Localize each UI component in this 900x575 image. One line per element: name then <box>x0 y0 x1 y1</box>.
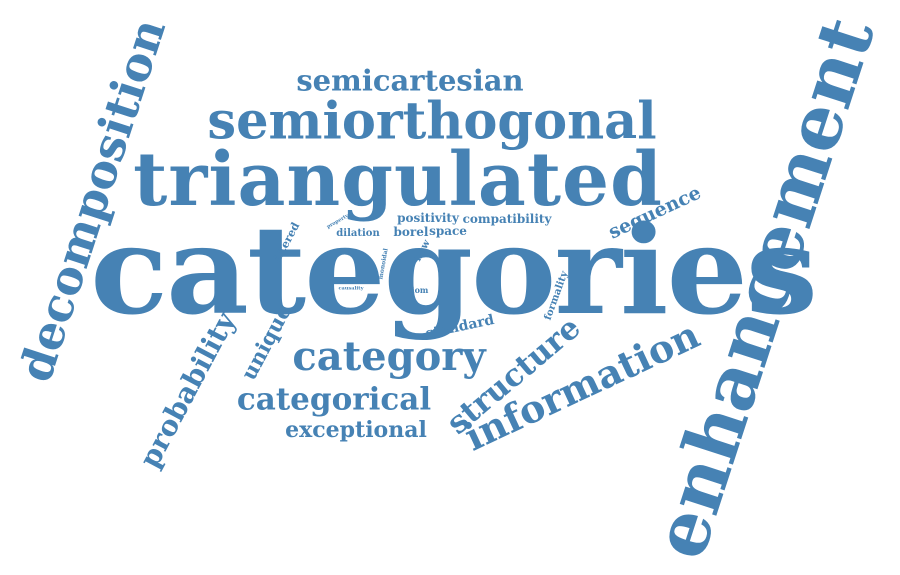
word-semicartesian: semicartesian <box>296 63 524 98</box>
word-categorical: categorical <box>236 381 432 418</box>
word-borel: borel <box>393 225 429 239</box>
word-triangulated: triangulated <box>133 137 663 223</box>
word-positivity: positivity <box>397 211 459 225</box>
word-dilation: dilation <box>336 228 380 239</box>
word-space: space <box>429 224 467 238</box>
word-causality: causality <box>338 285 364 292</box>
word-category: category <box>292 333 486 380</box>
word-axiom: axiom <box>401 285 429 295</box>
word-categories: categories <box>90 199 818 343</box>
word-exceptional: exceptional <box>285 417 427 443</box>
word-semiorthogonal: semiorthogonal <box>207 91 657 152</box>
word-compatibility: compatibility <box>462 212 552 226</box>
